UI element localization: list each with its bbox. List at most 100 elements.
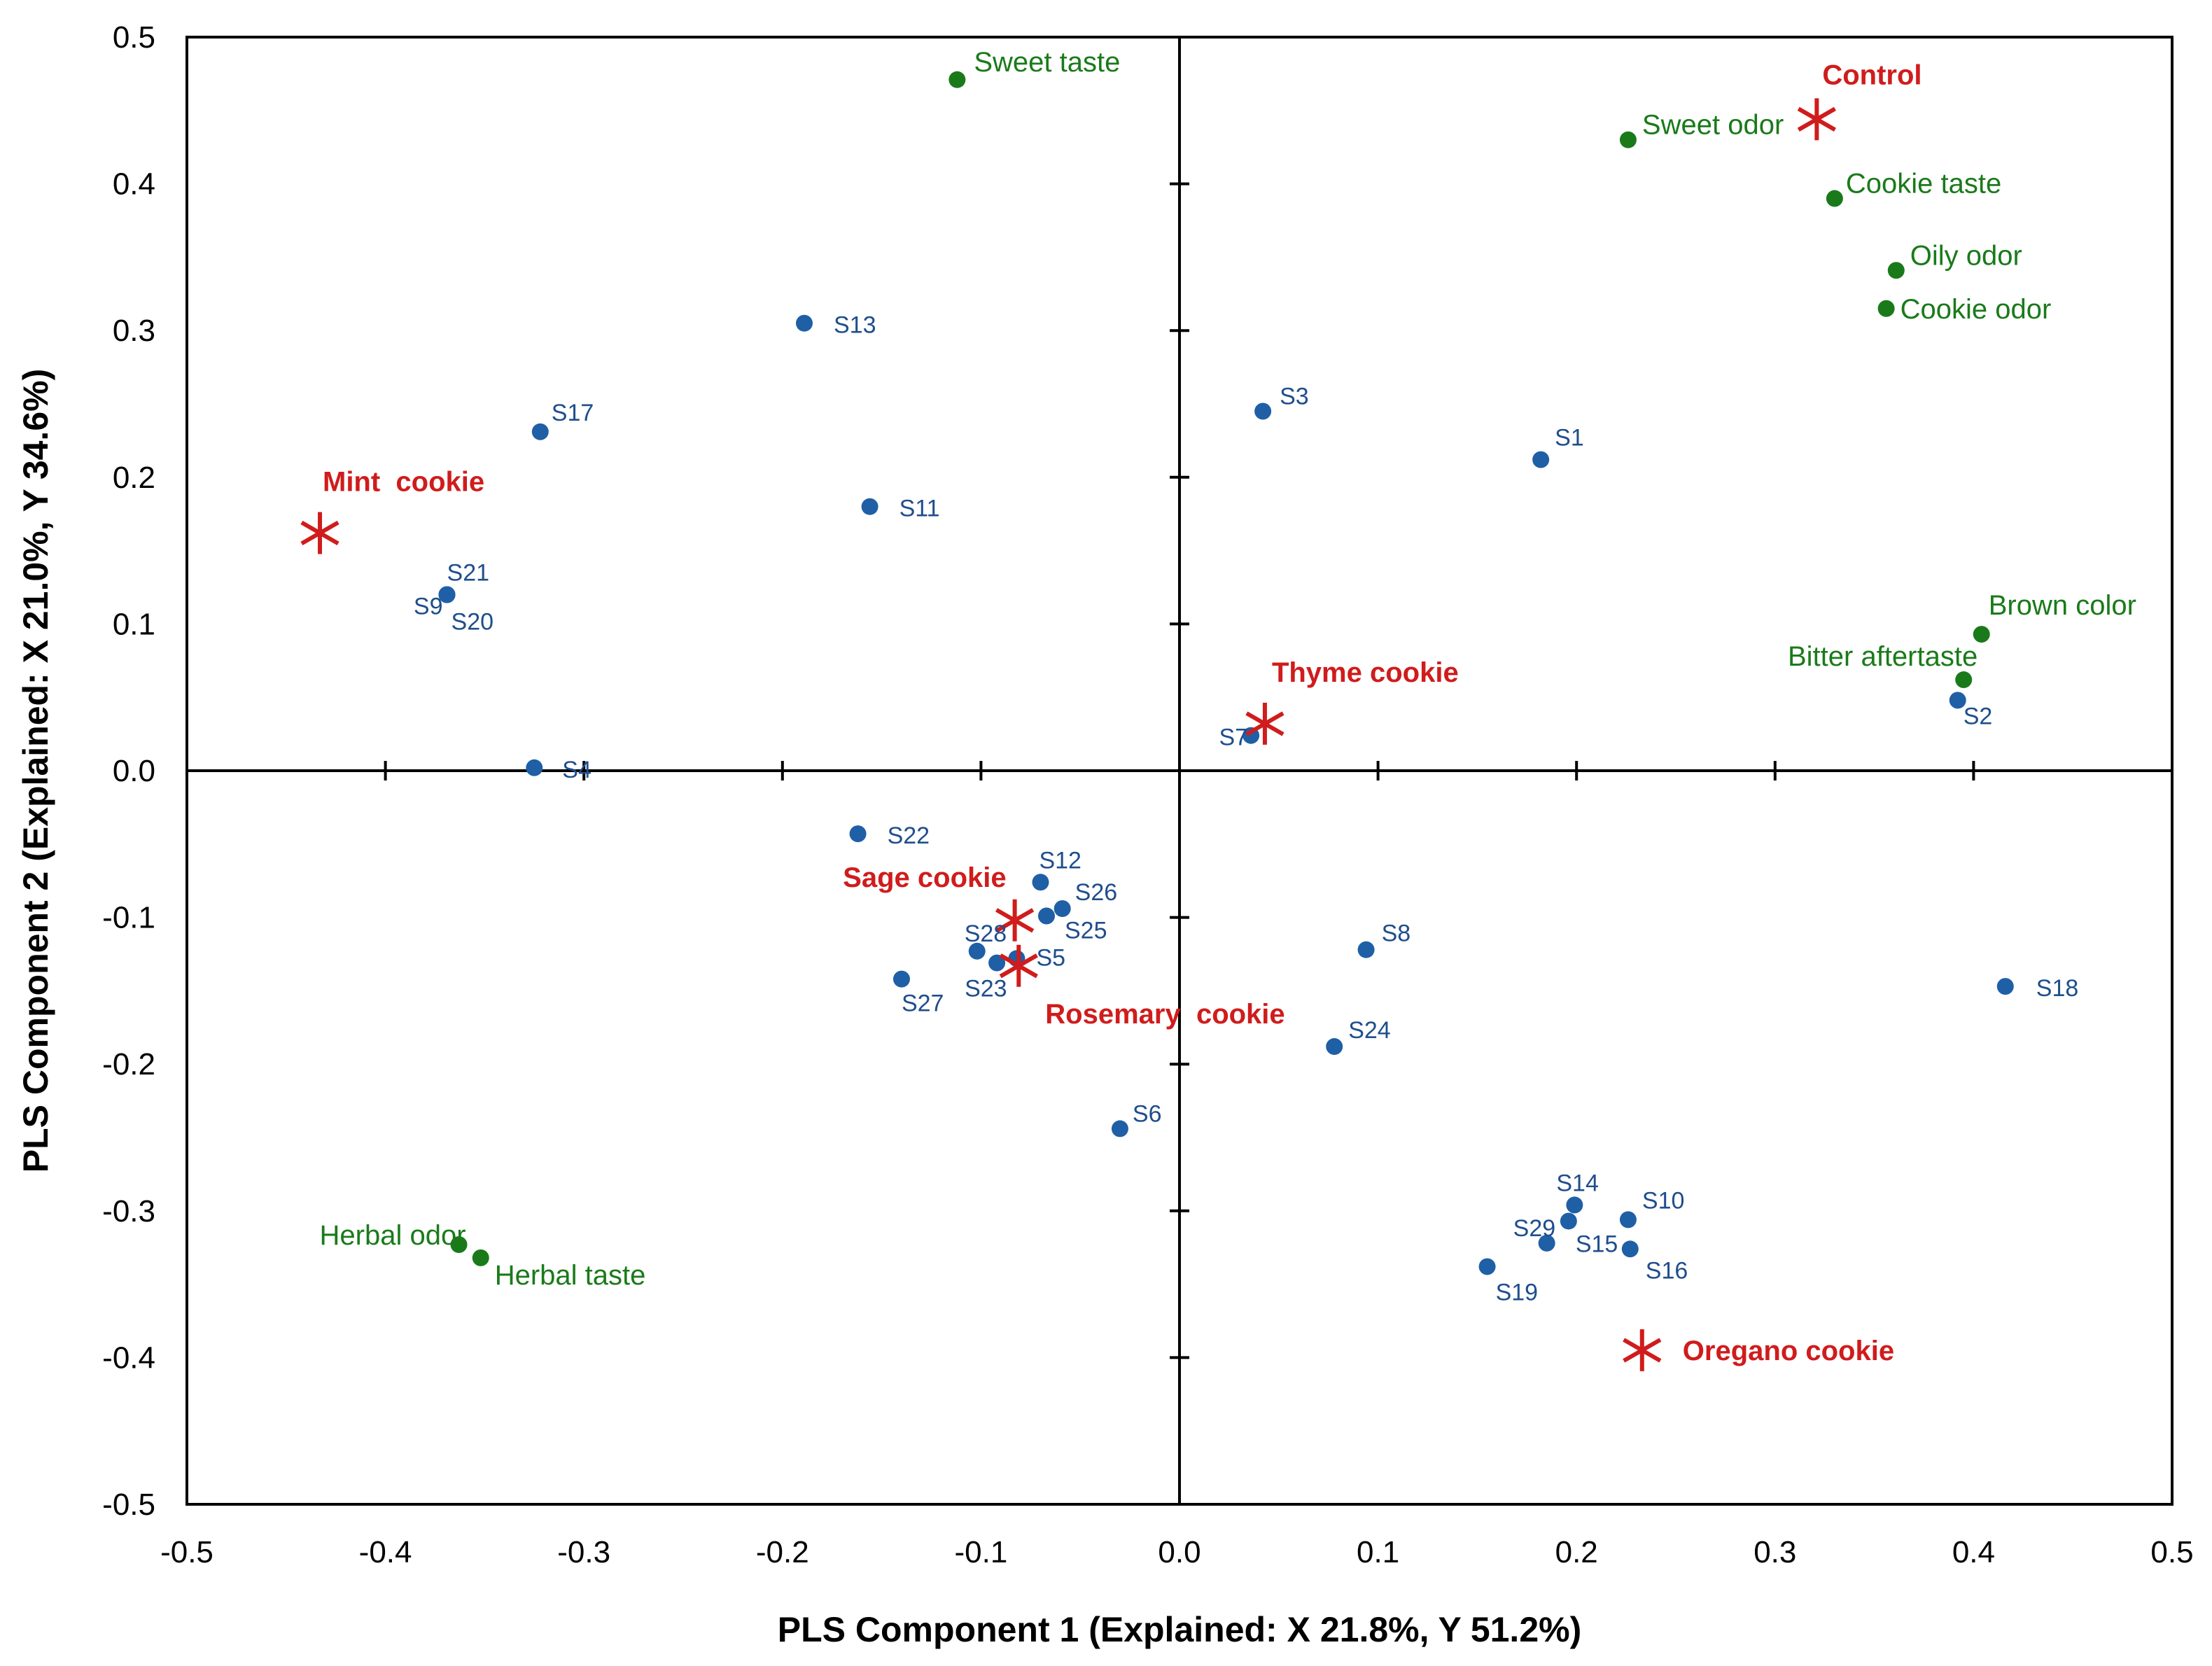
y-tick-label: 0.5 [113, 20, 155, 55]
subject-label: S26 [1075, 879, 1118, 906]
attribute-point [1887, 262, 1905, 279]
subject-point [1111, 1120, 1128, 1138]
x-tick-label: 0.3 [1754, 1535, 1796, 1569]
attribute-label: Sweet odor [1642, 110, 1784, 141]
product-label: Sage cookie [843, 862, 1006, 893]
subject-label: S25 [1065, 918, 1107, 944]
subject-label: S9 [414, 593, 443, 620]
subject-point [438, 586, 456, 603]
y-tick-label: -0.2 [102, 1047, 155, 1082]
subject-point [1996, 978, 2014, 995]
data-labels: S1 S2 S3 S4 S5 S6 S7 S8 S9 S10 S11 S12 S13 S14 S15 S16 S… [320, 47, 2136, 1366]
product-marker [1797, 98, 1836, 141]
subject-label: S5 [1036, 944, 1065, 971]
subject-point [861, 498, 878, 515]
x-tick-label: -0.2 [756, 1535, 809, 1569]
x-tick-label: 0.5 [2150, 1535, 2193, 1569]
x-tick-labels: -0.5 -0.4 -0.3 -0.2 -0.1 0.0 0.1 0.2 0.3 0.4 0.5 [160, 1535, 2194, 1569]
subject-point [849, 825, 867, 843]
attribute-label: Bitter aftertaste [1788, 641, 1977, 672]
subject-point [526, 759, 543, 776]
subject-label: S19 [1496, 1279, 1539, 1306]
subject-label: S11 [899, 496, 940, 522]
attribute-label: Herbal odor [320, 1220, 466, 1251]
subject-point [1326, 1038, 1343, 1056]
subject-point [1621, 1240, 1639, 1258]
subject-point [1054, 900, 1071, 918]
subject-label: S20 [451, 608, 494, 635]
subject-point [1619, 1211, 1637, 1228]
attribute-point [1619, 131, 1637, 148]
y-tick-label: 0.3 [113, 314, 155, 348]
subject-point [1538, 1234, 1555, 1252]
y-tick-labels: -0.5 -0.4 -0.3 -0.2 -0.1 0.0 0.1 0.2 0.3 0.4 0.5 [102, 20, 155, 1522]
product-marker [1245, 702, 1284, 745]
subject-label: S2 [1963, 703, 1993, 729]
x-tick-label: -0.5 [160, 1535, 214, 1569]
y-tick-label: 0.4 [113, 167, 155, 202]
subject-label: S8 [1382, 920, 1411, 947]
product-label: Rosemary cookie [1045, 999, 1284, 1030]
axes [186, 36, 2174, 1506]
subject-label: S6 [1133, 1100, 1162, 1127]
product-marker [1623, 1329, 1662, 1371]
x-tick-label: -0.4 [359, 1535, 412, 1569]
subject-label: S4 [562, 757, 592, 783]
y-tick-label: -0.3 [102, 1194, 155, 1228]
subject-point [892, 970, 910, 988]
y-tick-label: 0.0 [113, 754, 155, 788]
subject-label: S22 [888, 822, 930, 849]
attribute-point [1973, 626, 1990, 643]
subject-point [1532, 451, 1550, 468]
attribute-label: Cookie taste [1846, 169, 2001, 200]
subject-label: S18 [2036, 975, 2079, 1002]
product-marker [999, 944, 1038, 987]
y-axis-title: PLS Component 2 (Explained: X 21.0%, Y 3… [16, 369, 55, 1173]
x-tick-label: 0.1 [1357, 1535, 1399, 1569]
subject-label: S28 [965, 920, 1007, 947]
y-tick-label: -0.1 [102, 901, 155, 935]
x-tick-label: 0.0 [1158, 1535, 1200, 1569]
subject-point [531, 423, 549, 440]
y-tick-label: 0.2 [113, 461, 155, 495]
attribute-label: Oily odor [1910, 240, 2022, 271]
subject-label: S23 [965, 976, 1007, 1002]
y-tick-label: -0.5 [102, 1488, 155, 1522]
x-tick-label: 0.2 [1555, 1535, 1598, 1569]
attribute-label: Herbal taste [495, 1260, 646, 1291]
product-label: Thyme cookie [1272, 657, 1459, 688]
x-tick-label: 0.4 [1952, 1535, 1995, 1569]
subject-label: S16 [1646, 1257, 1688, 1284]
subject-point [1478, 1258, 1496, 1275]
subject-point [1560, 1212, 1577, 1230]
subject-point [1949, 692, 1966, 709]
product-label: Control [1822, 59, 1921, 90]
data-marks [300, 71, 2014, 1371]
subject-label: S24 [1348, 1017, 1391, 1044]
subject-label: S17 [552, 400, 594, 426]
subject-point [1254, 402, 1272, 420]
subject-point [1032, 874, 1049, 891]
subject-point [988, 954, 1006, 972]
product-label: Oregano cookie [1683, 1336, 1894, 1366]
attribute-label: Cookie odor [1900, 294, 2052, 325]
subject-label: S10 [1642, 1187, 1685, 1214]
attribute-point [948, 71, 966, 88]
attribute-label: Sweet taste [974, 47, 1120, 78]
subject-point [1357, 941, 1375, 958]
subject-label: S12 [1039, 847, 1082, 874]
attribute-point [1955, 671, 1973, 689]
subject-label: S27 [902, 990, 944, 1017]
attribute-point [1826, 190, 1843, 207]
attribute-point [472, 1249, 489, 1266]
subject-point [968, 942, 986, 960]
subject-point [795, 314, 813, 332]
subject-label: S15 [1576, 1231, 1618, 1257]
subject-label: S14 [1556, 1170, 1599, 1196]
subject-label: S1 [1555, 425, 1584, 451]
x-tick-label: -0.1 [954, 1535, 1007, 1569]
subject-label: S13 [834, 312, 876, 339]
y-tick-label: -0.4 [102, 1340, 155, 1375]
attribute-point [450, 1236, 468, 1254]
subject-point [1566, 1196, 1583, 1214]
